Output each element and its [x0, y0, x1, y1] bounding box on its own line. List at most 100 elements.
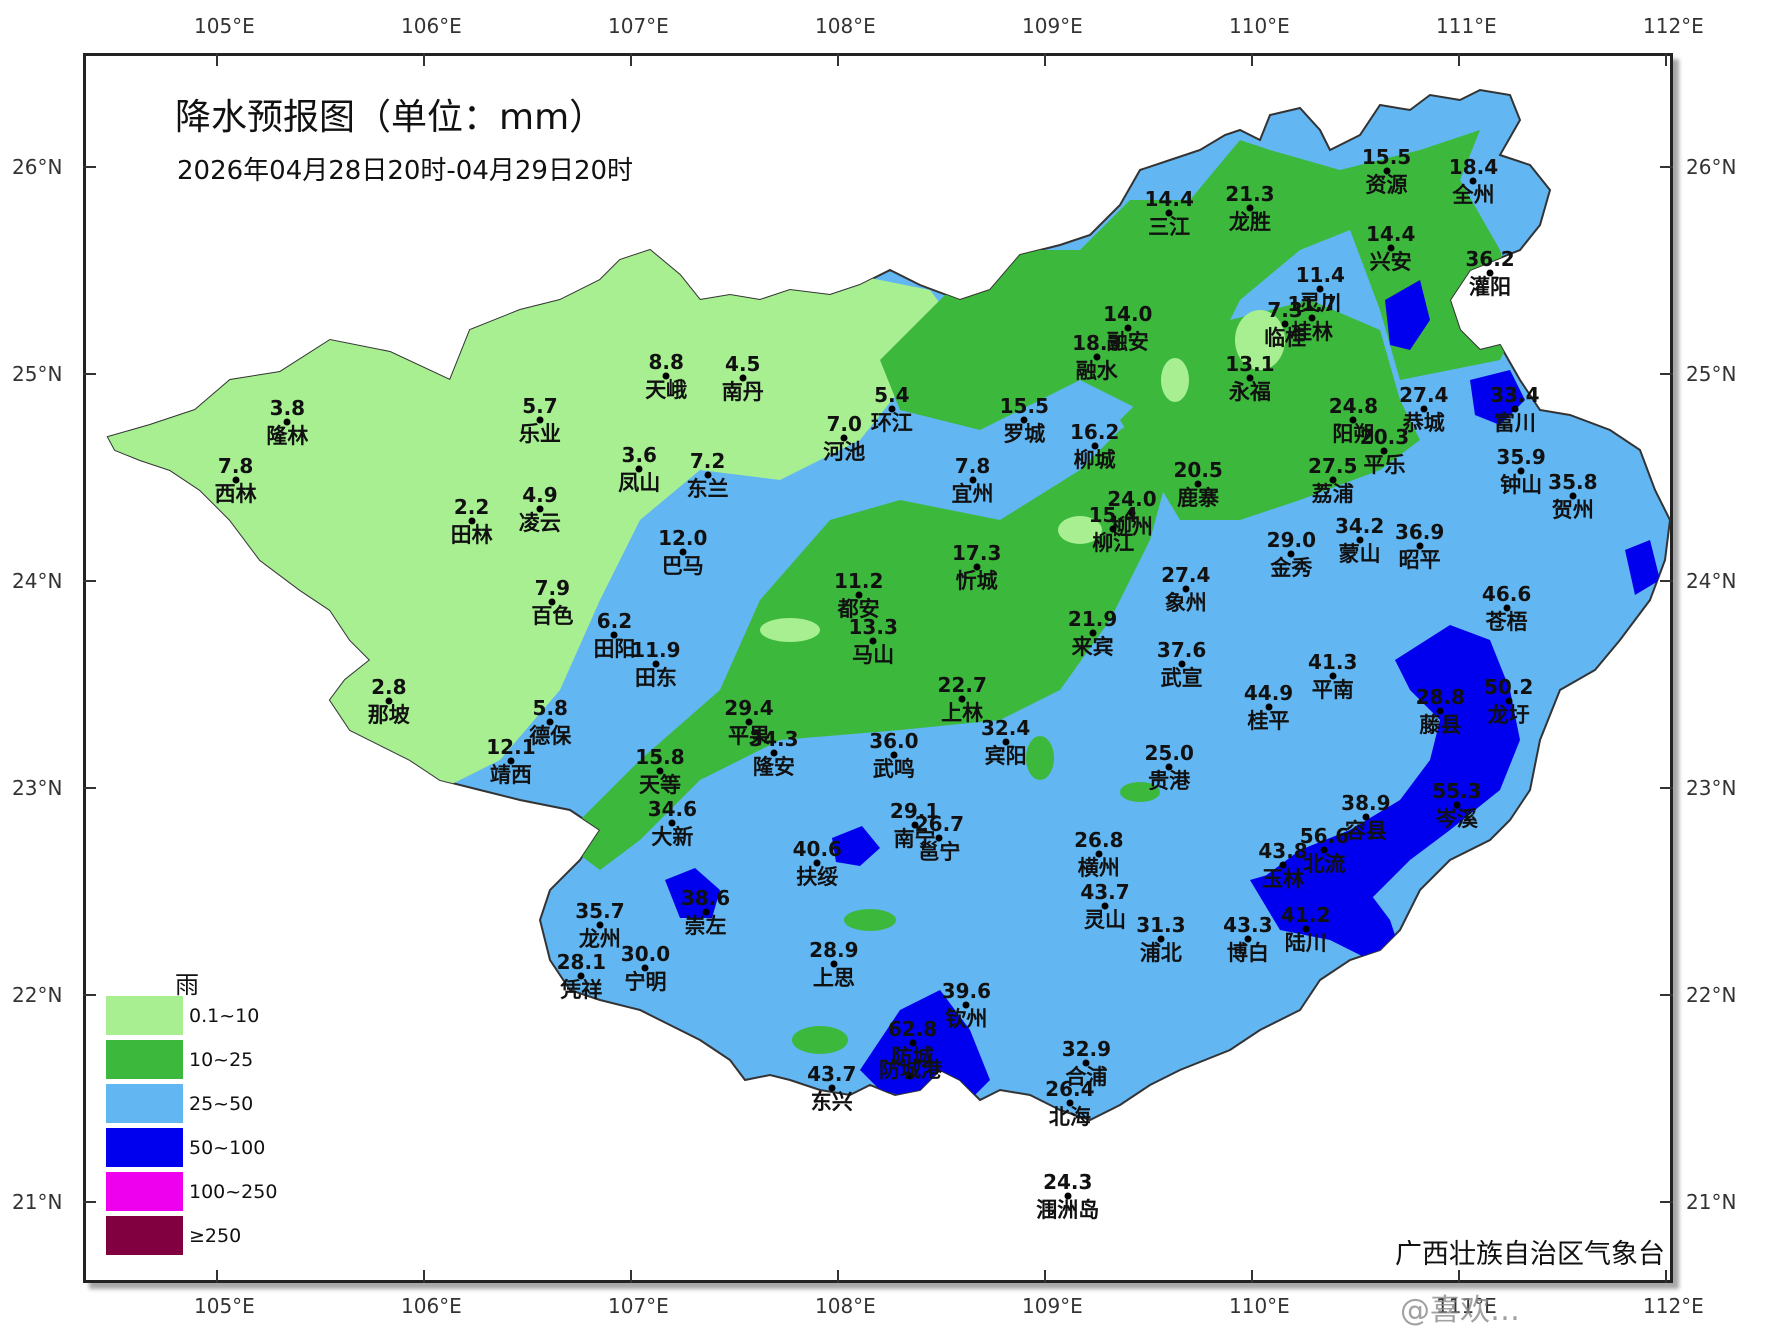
station-name: 融水	[1075, 359, 1118, 384]
station-name: 柳州	[1110, 514, 1153, 539]
rain-band-heavy-southeast	[1250, 860, 1400, 960]
station-dot	[536, 416, 544, 424]
station-dot	[1165, 763, 1173, 771]
station-value: 15.8	[635, 745, 685, 770]
station-value: 31.3	[1136, 913, 1186, 938]
station-name: 蒙山	[1338, 541, 1381, 566]
station-label: 28.1 凭祥	[557, 952, 606, 1001]
lat-tick-label: 22°N	[12, 983, 63, 1007]
station-dot	[1002, 738, 1010, 746]
lon-tick-label: 109°E	[1022, 14, 1083, 38]
station-name: 北海	[1048, 1104, 1091, 1129]
station-value: 27.4	[1161, 563, 1211, 588]
station-dot	[679, 548, 687, 556]
station-value: 7.0	[826, 412, 862, 437]
lon-tick-label: 110°E	[1229, 14, 1290, 38]
station-name: 宜州	[951, 481, 994, 506]
station-value: 13.3	[848, 615, 898, 640]
station-name: 西林	[214, 481, 257, 506]
station-label: 30.0 宁明	[621, 944, 670, 993]
station-label: 35.7 龙州	[575, 901, 624, 950]
station-value: 32.9	[1061, 1037, 1112, 1062]
station-value: 21.3	[1225, 182, 1275, 207]
station-name: 扶绥	[796, 864, 839, 889]
station-dot	[704, 471, 712, 479]
station-name: 龙圩	[1487, 703, 1530, 728]
station-label: 46.6 苍梧	[1482, 584, 1531, 633]
station-name: 武宣	[1160, 665, 1203, 690]
station-label: 21.3 龙胜	[1225, 184, 1274, 233]
station-value: 15.4	[1088, 503, 1138, 528]
station-label: 5.4 环江	[871, 385, 913, 434]
station-name: 三江	[1148, 214, 1191, 239]
station-name: 百色	[531, 603, 574, 628]
lat-tick-label: 24°N	[12, 569, 63, 593]
station-name: 东兰	[686, 477, 729, 502]
station-label: 18.4 全州	[1449, 157, 1498, 206]
station-dot	[1246, 204, 1254, 212]
station-label: 35.8 贺州	[1548, 472, 1597, 521]
station-label: 34.3 隆安	[749, 729, 798, 778]
station-dot	[546, 718, 554, 726]
station-name: 那坡	[367, 703, 410, 728]
station-name: 横州	[1077, 856, 1120, 881]
station-name: 桂平	[1247, 709, 1290, 734]
lat-tick-label: 26°N	[1686, 155, 1737, 179]
station-label: 18.3 融水	[1072, 333, 1121, 382]
station-dot	[468, 517, 476, 525]
legend-title: 雨	[175, 971, 199, 999]
station-dot	[888, 405, 896, 413]
station-name: 柳江	[1092, 531, 1135, 556]
watermark: @喜欢…	[1400, 1293, 1520, 1328]
station-value: 29.4	[724, 695, 774, 720]
station-dot	[662, 372, 670, 380]
station-value: 11.2	[834, 569, 884, 594]
station-value: 55.3	[1432, 778, 1482, 803]
station-name: 环江	[870, 411, 913, 436]
station-dot	[1082, 1059, 1090, 1067]
rain-patch-light-1	[1058, 516, 1102, 544]
station-dot	[906, 1072, 914, 1080]
station-dot	[232, 476, 240, 484]
lon-tick-label: 109°E	[1022, 1294, 1083, 1318]
station-label: 38.6 崇左	[681, 888, 730, 937]
station-dot	[911, 821, 919, 829]
station-name: 桂林	[1291, 320, 1334, 345]
station-name: 乐业	[518, 421, 561, 446]
rain-band-heavy-fangcheng	[860, 990, 990, 1100]
station-label: 36.2 灌阳	[1465, 249, 1514, 298]
station-label: 13.1 永福	[1225, 354, 1274, 403]
station-name: 巴马	[661, 554, 704, 579]
station-name: 荔浦	[1311, 481, 1354, 506]
station-label: 11.9 田东	[631, 640, 680, 689]
station-label: 36.9 昭平	[1395, 522, 1444, 571]
station-label: 55.3 岑溪	[1432, 781, 1481, 830]
station-value: 21.9	[1067, 606, 1118, 631]
station-value: 14.4	[1366, 221, 1416, 246]
lon-tick-label: 105°E	[194, 1294, 255, 1318]
station-name: 防城港	[878, 1057, 942, 1082]
station-value: 3.6	[621, 443, 657, 468]
station-dot	[1064, 1192, 1072, 1200]
station-dot	[1503, 604, 1511, 612]
legend-label: 50~100	[189, 1137, 266, 1159]
station-label: 14.4 三江	[1145, 189, 1194, 238]
station-name: 河池	[823, 440, 866, 465]
rain-patch-green-1	[1026, 736, 1054, 780]
station-label: 41.3 平南	[1308, 652, 1357, 701]
station-value: 22.7	[937, 672, 987, 697]
rain-band-green-1	[560, 130, 1520, 870]
legend-label: 10~25	[189, 1049, 254, 1071]
station-name: 田阳	[593, 636, 636, 661]
station-dot	[1020, 416, 1028, 424]
station-label: 34.6 大新	[648, 799, 697, 848]
station-value: 15.5	[999, 393, 1049, 418]
station-value: 36.0	[869, 728, 919, 753]
station-name: 钦州	[945, 1007, 988, 1032]
station-value: 37.6	[1156, 637, 1207, 662]
station-value: 43.8	[1258, 838, 1308, 863]
station-label: 21.9 来宾	[1068, 609, 1117, 658]
station-label: 11.7 桂林	[1287, 294, 1336, 343]
station-dot	[840, 434, 848, 442]
station-value: 43.7	[807, 1062, 857, 1087]
